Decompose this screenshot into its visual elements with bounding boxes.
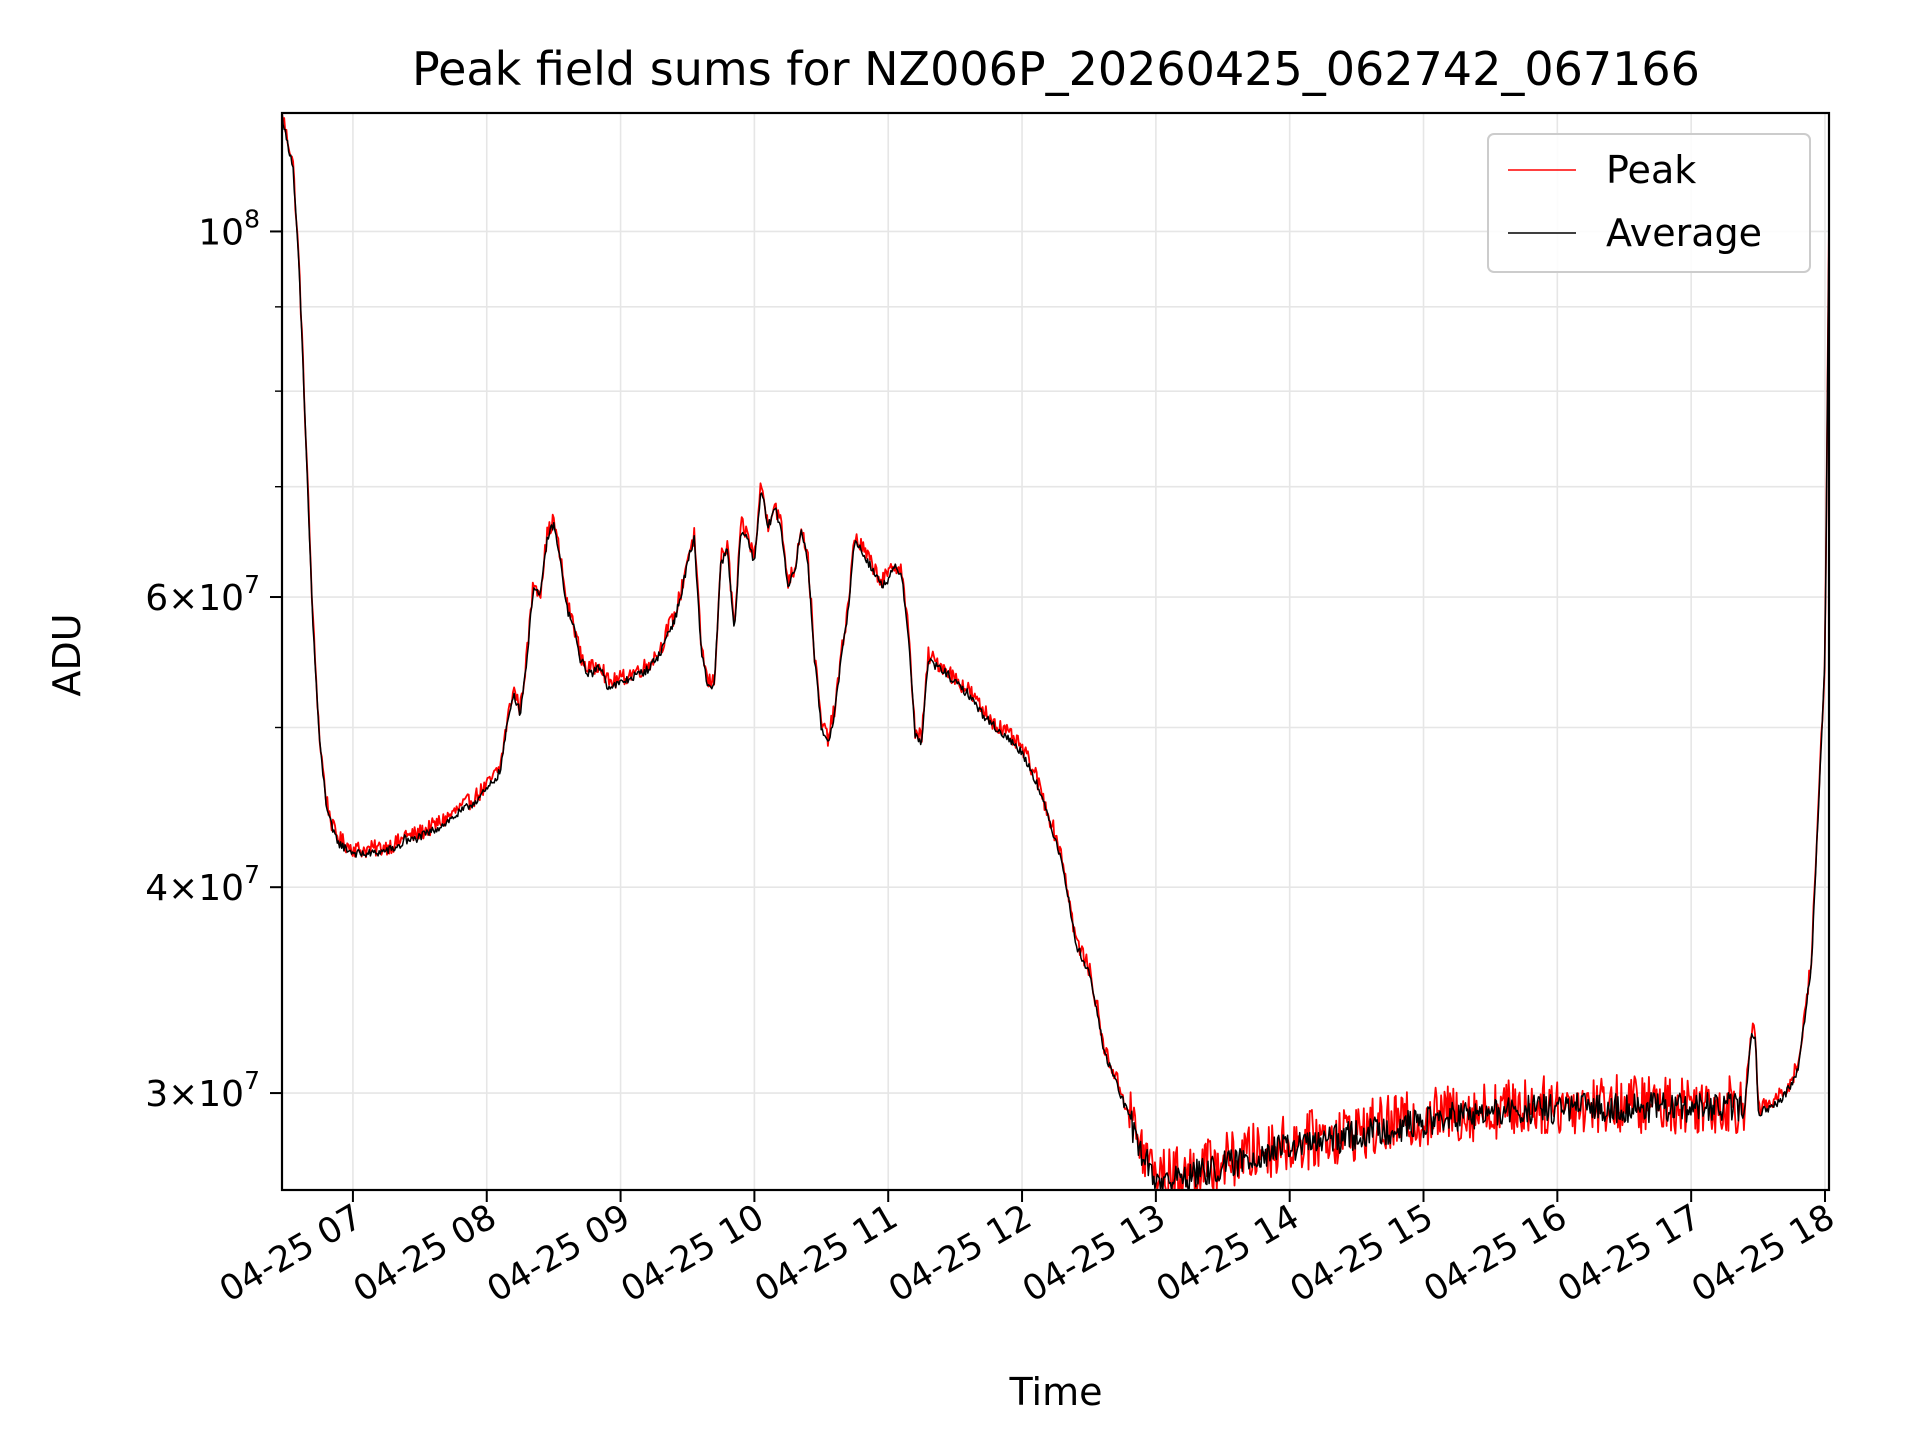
legend-label-peak: Peak [1606, 148, 1696, 192]
legend-box [1487, 133, 1811, 273]
y-tick-label: 6×107 [145, 570, 260, 619]
legend: Peak Average [1487, 133, 1811, 273]
y-tick-label: 108 [198, 204, 260, 253]
chart-title: Peak field sums for NZ006P_20260425_0627… [412, 42, 1700, 96]
x-axis-label: Time [1009, 1370, 1103, 1414]
y-tick-label: 4×107 [145, 860, 260, 909]
legend-label-average: Average [1606, 211, 1762, 255]
y-tick-label: 3×107 [145, 1066, 260, 1115]
series-line-average [281, 112, 1830, 1191]
y-axis-label: ADU [45, 613, 89, 696]
plot-frame [280, 111, 1831, 1192]
